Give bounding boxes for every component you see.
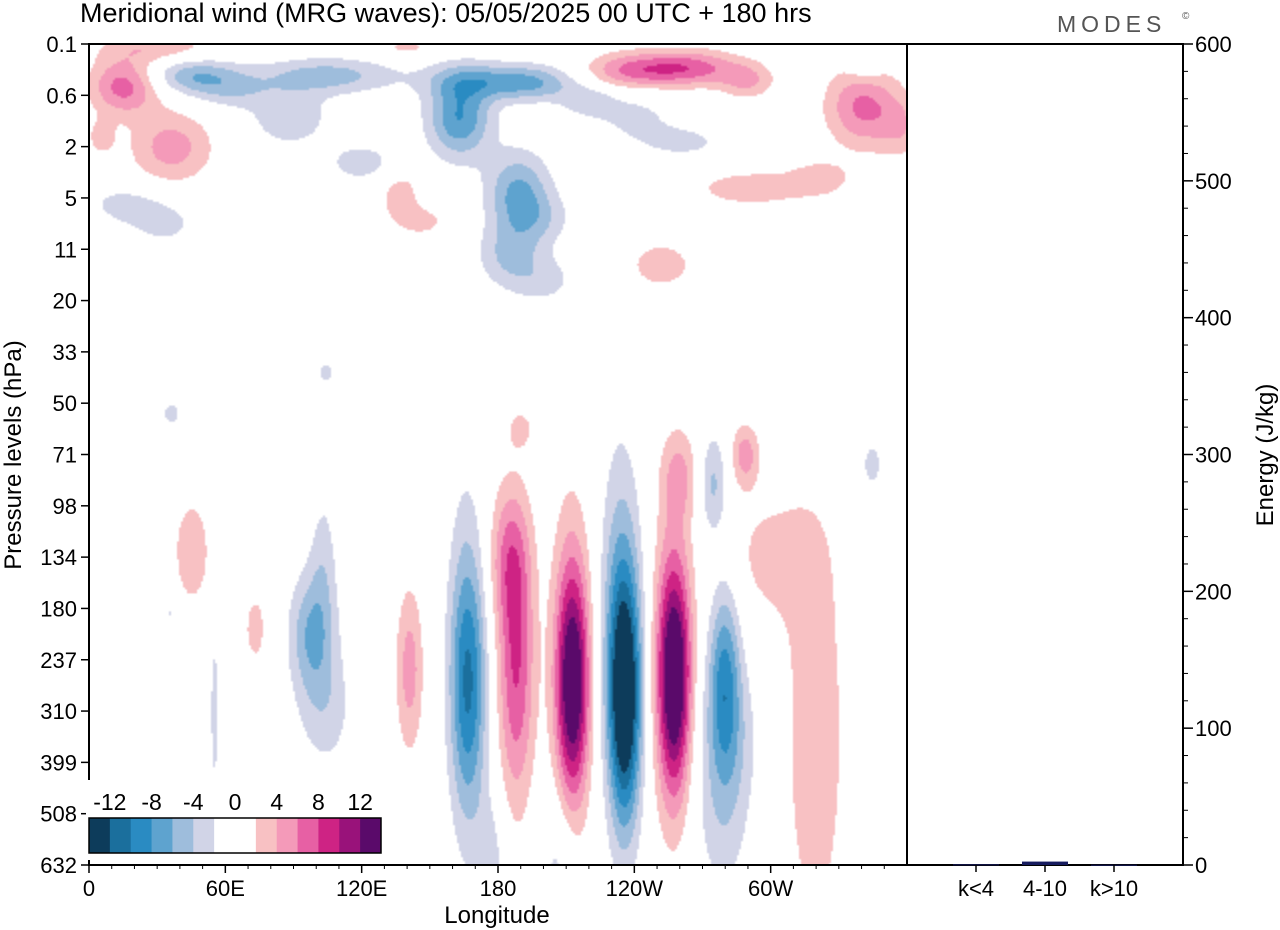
- energy-tick-label: 600: [1195, 32, 1232, 57]
- energy-tick-label: 300: [1195, 443, 1232, 468]
- y-tick-label: 71: [53, 443, 77, 468]
- energy-tick-label: 100: [1195, 716, 1232, 741]
- colorbar-border: [88, 817, 382, 854]
- y-tick-label: 310: [40, 699, 77, 724]
- colorbar-tick-label: -12: [93, 789, 126, 815]
- energy-tick-label: 200: [1195, 579, 1232, 604]
- colorbar-swatch: [318, 818, 340, 853]
- colorbar-tick-label: 12: [347, 789, 373, 815]
- x-tick-label: 180: [480, 876, 517, 901]
- y-tick-label: 11: [54, 237, 77, 262]
- contour-field: [89, 44, 907, 865]
- y-tick-label: 0.6: [46, 83, 77, 108]
- colorbar-swatch: [255, 818, 278, 853]
- colorbar-tick-label: -8: [141, 789, 161, 815]
- colorbar-swatch: [214, 818, 236, 853]
- colorbar-tick-label: -4: [183, 789, 204, 815]
- y-tick-label: 5: [65, 186, 77, 211]
- energy-panel-frame: [906, 43, 1184, 866]
- y-tick-label: 180: [40, 596, 77, 621]
- y-tick-label: 399: [40, 750, 77, 775]
- contour-field-image: [89, 44, 907, 865]
- y-tick-label: 134: [40, 545, 77, 570]
- x-tick-label: 120E: [336, 876, 387, 901]
- y-tick-label: 33: [53, 340, 77, 365]
- colorbar-swatch: [339, 818, 361, 853]
- pressure-axis: 0.1 0.6 2 5 11 20 33 50 71 98 134 180 237 310 399 508 63…: [40, 32, 89, 878]
- colorbar-swatch: [89, 818, 111, 853]
- longitude-axis: 0 60E 120E 180 120W 60W: [83, 865, 885, 901]
- x-tick-label: 0: [83, 876, 95, 901]
- energy-tick-label: 400: [1195, 306, 1232, 331]
- y-tick-label: 50: [53, 391, 77, 416]
- colorbar-swatch: [297, 818, 319, 853]
- y-tick-label: 237: [40, 648, 77, 673]
- colorbar-tick-label: 4: [270, 789, 283, 815]
- chart-title: Meridional wind (MRG waves): 05/05/2025 …: [80, 0, 812, 28]
- y-tick-label: 508: [40, 802, 77, 827]
- colorbar-swatch: [172, 818, 194, 853]
- colorbar: -12 -8 -4 0 4 8 12: [86, 780, 386, 860]
- energy-bar: [1022, 861, 1068, 865]
- x-tick-label: 60W: [748, 876, 793, 901]
- energy-panel: 0 100 200 300 400 500 600 k<4 4-10 k>10: [953, 32, 1232, 901]
- energy-axis-label: Energy (J/kg): [1252, 384, 1279, 527]
- brand-logo: MODES: [1057, 11, 1166, 37]
- energy-category-label: k>10: [1090, 876, 1138, 901]
- x-tick-label: 120W: [606, 876, 664, 901]
- colorbar-swatch: [360, 818, 382, 853]
- y-tick-label: 632: [40, 853, 77, 878]
- colorbar-swatch: [235, 818, 257, 853]
- energy-category-label: 4-10: [1023, 876, 1067, 901]
- brand-mark: ©: [1182, 11, 1190, 22]
- colorbar-swatch: [151, 818, 173, 853]
- y-tick-label: 98: [53, 494, 77, 519]
- energy-tick-label: 0: [1195, 853, 1207, 878]
- y-axis-label: Pressure levels (hPa): [0, 340, 27, 569]
- colorbar-swatch: [130, 818, 153, 853]
- colorbar-swatch: [193, 818, 215, 853]
- x-tick-label: 60E: [206, 876, 245, 901]
- colorbar-swatch: [109, 818, 132, 853]
- colorbar-tick-label: 8: [312, 789, 325, 815]
- energy-tick-label: 500: [1195, 169, 1232, 194]
- energy-category-label: k<4: [958, 876, 994, 901]
- y-tick-label: 0.1: [46, 32, 77, 57]
- energy-bar: [953, 864, 999, 866]
- y-tick-label: 20: [53, 289, 77, 314]
- colorbar-tick-label: 0: [229, 789, 242, 815]
- colorbar-swatch: [276, 818, 299, 853]
- y-tick-label: 2: [65, 135, 77, 160]
- x-axis-label: Longitude: [444, 902, 549, 929]
